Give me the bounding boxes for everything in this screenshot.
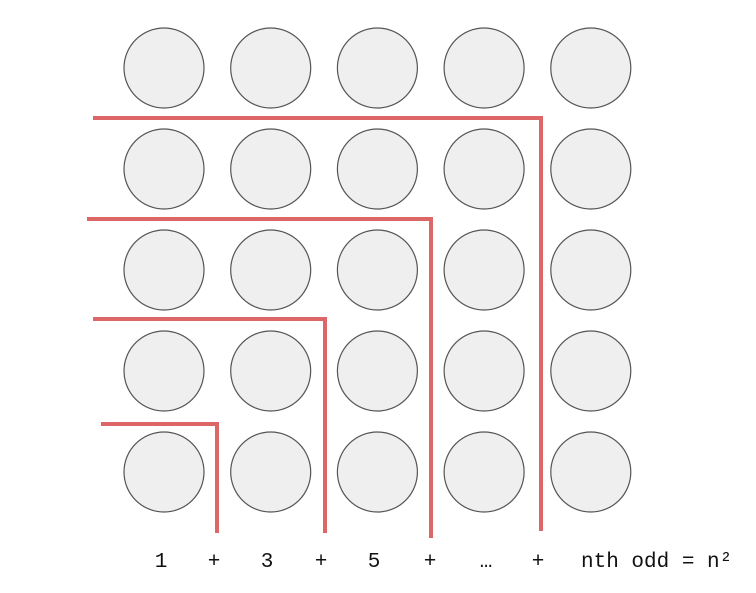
- dot-r2-c2: [230, 128, 312, 210]
- dot-r4-c1: [123, 330, 205, 412]
- dot-r4-c2: [230, 330, 312, 412]
- dot-r2-c5: [550, 128, 632, 210]
- dot-r4-c4: [443, 330, 525, 412]
- bracket-3: [87, 217, 433, 538]
- dot-r1-c3: [336, 27, 418, 109]
- odd-number-brackets: [87, 116, 543, 538]
- term-5: 5: [368, 551, 381, 574]
- dot-r3-c1: [123, 229, 205, 311]
- bracket-2: [93, 317, 327, 533]
- dot-r3-c2: [230, 229, 312, 311]
- sum-caption: 1 + 3 + 5 + … + nth odd = n²: [155, 551, 733, 574]
- dot-r2-c1: [123, 128, 205, 210]
- dot-r1-c2: [230, 27, 312, 109]
- dot-r5-c4: [443, 431, 525, 513]
- plus-2: +: [315, 551, 328, 574]
- term-nth-odd: nth odd = n²: [581, 551, 732, 574]
- dot-grid: [123, 27, 632, 513]
- dot-r5-c5: [550, 431, 632, 513]
- term-3: 3: [261, 551, 274, 574]
- dot-r2-c3: [336, 128, 418, 210]
- term-1: 1: [155, 551, 168, 574]
- dot-r3-c5: [550, 229, 632, 311]
- dot-r4-c3: [336, 330, 418, 412]
- dot-r3-c4: [443, 229, 525, 311]
- bracket-4: [93, 116, 543, 531]
- dot-r5-c2: [230, 431, 312, 513]
- dot-r1-c1: [123, 27, 205, 109]
- plus-4: +: [532, 551, 545, 574]
- dot-r2-c4: [443, 128, 525, 210]
- plus-3: +: [424, 551, 437, 574]
- dot-r1-c5: [550, 27, 632, 109]
- dot-r5-c3: [336, 431, 418, 513]
- dot-r4-c5: [550, 330, 632, 412]
- term-ellipsis: …: [480, 551, 493, 574]
- dot-r5-c1: [123, 431, 205, 513]
- plus-1: +: [208, 551, 221, 574]
- dot-r3-c3: [336, 229, 418, 311]
- dot-r1-c4: [443, 27, 525, 109]
- bracket-1: [101, 422, 219, 533]
